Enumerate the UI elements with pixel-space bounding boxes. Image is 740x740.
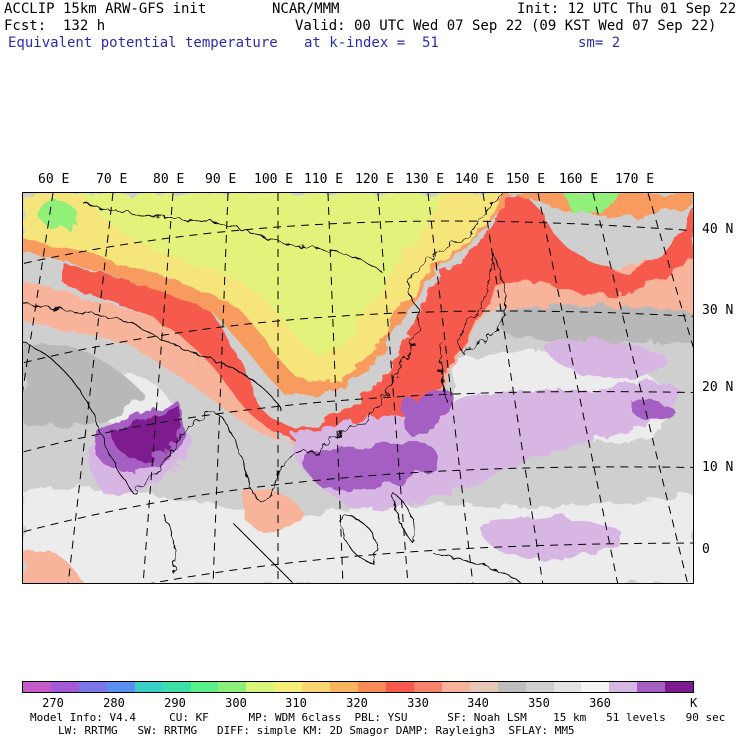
colorbar-swatch bbox=[358, 682, 386, 692]
colorbar-tick: 290 bbox=[164, 696, 186, 710]
map-canvas bbox=[23, 193, 693, 583]
lat-label: 20 N bbox=[702, 380, 734, 395]
colorbar-tick: 300 bbox=[225, 696, 247, 710]
colorbar-swatch bbox=[50, 682, 79, 692]
lon-label: 70 E bbox=[96, 172, 128, 187]
valid-time: Valid: 00 UTC Wed 07 Sep 22 (09 KST Wed … bbox=[295, 18, 717, 34]
field-green-ne bbox=[563, 193, 623, 215]
colorbar-swatch bbox=[106, 682, 135, 692]
model-title: ACCLIP 15km ARW-GFS init bbox=[4, 1, 207, 17]
forecast-hour: Fcst: 132 h bbox=[4, 18, 106, 34]
field-purple-phil bbox=[401, 388, 453, 438]
smoothing-label: sm= 2 bbox=[578, 35, 621, 51]
colorbar-swatch bbox=[609, 682, 638, 692]
colorbar-swatch bbox=[330, 682, 359, 692]
field-purple-scs bbox=[302, 442, 437, 490]
lon-label: 90 E bbox=[205, 172, 237, 187]
field-hot-band bbox=[63, 193, 693, 443]
colorbar-swatch bbox=[162, 682, 191, 692]
lon-label: 80 E bbox=[153, 172, 185, 187]
map-panel bbox=[22, 192, 694, 584]
lon-label: 110 E bbox=[304, 172, 344, 187]
colorbar-swatch bbox=[665, 682, 694, 692]
lon-label: 100 E bbox=[254, 172, 294, 187]
lon-label: 130 E bbox=[405, 172, 445, 187]
colorbar-swatch bbox=[469, 682, 498, 692]
colorbar-swatch bbox=[23, 682, 51, 692]
colorbar-swatch bbox=[581, 682, 610, 692]
lon-label: 60 E bbox=[38, 172, 70, 187]
colorbar-swatch bbox=[441, 682, 470, 692]
colorbar-swatch bbox=[637, 682, 666, 692]
footer-model-info: Model Info: V4.4 CU: KF MP: WDM 6class P… bbox=[30, 711, 726, 724]
lon-label: 150 E bbox=[506, 172, 546, 187]
colorbar-tick: 270 bbox=[42, 696, 64, 710]
field-salmon-sw bbox=[23, 550, 82, 583]
colorbar-swatch bbox=[385, 682, 414, 692]
colorbar-tick: 350 bbox=[528, 696, 550, 710]
lat-label: 10 N bbox=[702, 460, 734, 475]
coastlines bbox=[23, 193, 522, 583]
colorbar-tick: 340 bbox=[467, 696, 489, 710]
colorbar-swatch bbox=[218, 682, 247, 692]
field-grey-west bbox=[23, 343, 143, 427]
colorbar-swatch bbox=[190, 682, 219, 692]
field-name: Equivalent potential temperature bbox=[8, 35, 278, 51]
lat-label: 40 N bbox=[702, 222, 734, 237]
field-salmon-band bbox=[23, 253, 693, 448]
colorbar-swatch bbox=[553, 682, 582, 692]
colorbar-tick: 320 bbox=[346, 696, 368, 710]
graticule bbox=[23, 193, 693, 583]
colorbar-swatch bbox=[497, 682, 526, 692]
field-light-south bbox=[23, 488, 693, 583]
colorbar-swatch bbox=[525, 682, 554, 692]
colorbar-tick: 280 bbox=[103, 696, 125, 710]
org-label: NCAR/MMM bbox=[272, 1, 340, 17]
lat-label: 0 bbox=[702, 542, 710, 557]
level-label: at k-index = 51 bbox=[304, 35, 439, 51]
init-time: Init: 12 UTC Thu 01 Sep 22 bbox=[517, 1, 737, 17]
lon-label: 160 E bbox=[559, 172, 599, 187]
field-purple-bay-core bbox=[113, 405, 180, 462]
field-purple-east bbox=[633, 401, 678, 421]
colorbar-swatch bbox=[246, 682, 275, 692]
colorbar-swatch bbox=[302, 682, 331, 692]
colorbar-tick: 360 bbox=[589, 696, 611, 710]
colorbar-swatch bbox=[413, 682, 442, 692]
colorbar-tick: 310 bbox=[285, 696, 307, 710]
lon-label: 170 E bbox=[615, 172, 655, 187]
colorbar-swatch bbox=[78, 682, 107, 692]
lon-label: 120 E bbox=[355, 172, 395, 187]
colorbar-tick: 330 bbox=[407, 696, 429, 710]
field-lilac-south bbox=[482, 516, 623, 560]
lat-label: 30 N bbox=[702, 303, 734, 318]
footer-physics-info: LW: RRTMG SW: RRTMG DIFF: simple KM: 2D … bbox=[58, 724, 575, 737]
colorbar-swatch bbox=[274, 682, 303, 692]
field-lilac-north bbox=[543, 338, 665, 380]
colorbar-swatch bbox=[134, 682, 163, 692]
colorbar bbox=[22, 681, 694, 693]
field-yellowgreen bbox=[83, 193, 443, 352]
lon-label: 140 E bbox=[455, 172, 495, 187]
colorbar-unit: K bbox=[690, 696, 698, 710]
